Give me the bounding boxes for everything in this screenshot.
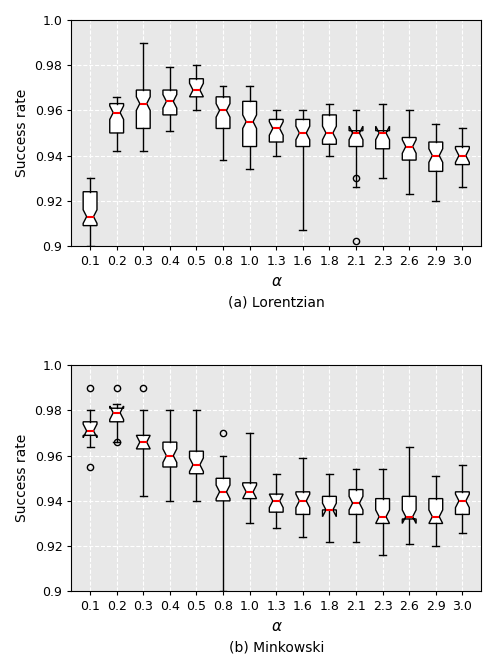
X-axis label: α: α [271,619,281,634]
Y-axis label: Success rate: Success rate [15,89,29,177]
PathPatch shape [455,492,469,515]
PathPatch shape [136,435,150,449]
PathPatch shape [402,138,416,160]
PathPatch shape [110,406,124,422]
PathPatch shape [163,442,177,467]
PathPatch shape [429,142,443,171]
PathPatch shape [216,478,230,501]
Text: (a) Lorentzian: (a) Lorentzian [228,296,324,310]
PathPatch shape [322,115,336,144]
PathPatch shape [296,492,310,515]
Y-axis label: Success rate: Success rate [15,434,29,522]
PathPatch shape [243,482,256,499]
PathPatch shape [375,499,389,523]
PathPatch shape [216,97,230,128]
PathPatch shape [349,126,363,146]
PathPatch shape [296,120,310,146]
PathPatch shape [243,101,256,146]
PathPatch shape [110,103,124,133]
PathPatch shape [349,490,363,515]
PathPatch shape [402,497,416,523]
Text: (b) Minkowski: (b) Minkowski [229,641,324,655]
PathPatch shape [189,79,203,97]
X-axis label: α: α [271,274,281,288]
PathPatch shape [83,192,97,226]
PathPatch shape [375,126,389,149]
PathPatch shape [429,499,443,523]
PathPatch shape [163,90,177,115]
PathPatch shape [136,90,150,128]
PathPatch shape [322,497,336,517]
PathPatch shape [189,451,203,474]
PathPatch shape [269,120,283,142]
PathPatch shape [455,146,469,165]
PathPatch shape [83,422,97,437]
PathPatch shape [269,494,283,512]
